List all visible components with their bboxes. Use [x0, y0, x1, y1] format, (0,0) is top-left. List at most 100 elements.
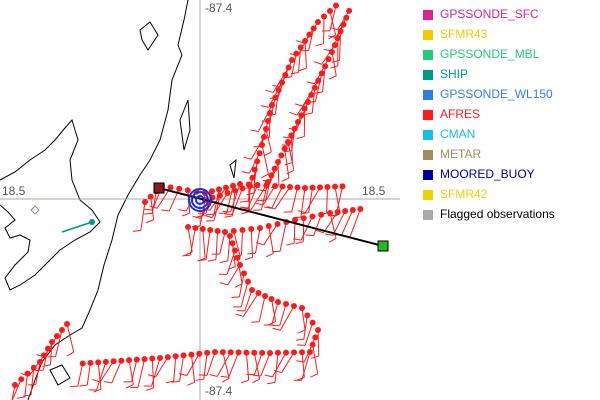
wind-barb	[261, 144, 269, 175]
observation	[349, 207, 356, 213]
barb-flag	[329, 26, 338, 31]
observation	[343, 14, 350, 21]
observation	[309, 341, 316, 348]
observation	[324, 184, 331, 190]
observation	[257, 225, 263, 231]
observation	[237, 181, 243, 187]
barb-flag	[66, 351, 75, 357]
observation	[315, 327, 321, 333]
barb-flag	[257, 189, 266, 192]
barb-flag	[267, 381, 276, 385]
island	[0, 118, 101, 291]
observation	[309, 213, 316, 220]
wind-barb	[303, 315, 308, 340]
wind-barb	[250, 228, 254, 258]
barb-flag	[146, 219, 154, 224]
observation	[142, 199, 148, 205]
observation	[317, 184, 323, 191]
observation	[192, 225, 199, 231]
legend-swatch	[423, 30, 433, 40]
wind-barb	[43, 335, 58, 358]
barb-flag	[306, 81, 315, 85]
wind-barb	[279, 305, 295, 331]
barb-flag	[262, 179, 271, 182]
legend: GPSSONDE_SFC SFMR43 GPSSONDE_MBL SHIP GPSSON…	[423, 7, 555, 221]
barb-flag	[235, 313, 244, 317]
barb-flag	[296, 376, 305, 381]
wind-barb	[329, 10, 337, 36]
observation	[254, 182, 261, 188]
legend-label: METAR	[440, 147, 481, 161]
observation	[339, 183, 346, 190]
wind-barb	[296, 94, 312, 116]
barb-flag	[305, 234, 314, 237]
wind-barb	[227, 235, 231, 262]
barb-flag	[178, 208, 187, 212]
observation	[334, 209, 341, 215]
barb-flag	[243, 207, 251, 211]
wind-barb	[213, 195, 221, 221]
wind-barb	[291, 187, 298, 212]
wind-barb	[253, 352, 263, 375]
barb-flag	[241, 379, 249, 384]
barb-flag	[288, 127, 297, 130]
observation	[275, 299, 281, 305]
wind-barb	[332, 210, 346, 236]
barb-flag	[265, 252, 274, 258]
wind-barb	[331, 51, 337, 76]
observation	[312, 334, 319, 341]
observation	[332, 183, 338, 190]
observation	[79, 360, 86, 367]
barb-flag	[310, 373, 318, 378]
observation	[172, 353, 179, 360]
wind-barb	[173, 356, 177, 382]
wind-barb	[301, 352, 305, 378]
observation	[229, 240, 236, 247]
wind-barb	[203, 352, 208, 380]
observation	[281, 145, 288, 152]
barb-flag	[264, 374, 273, 378]
observation	[207, 227, 214, 233]
barb-flag	[328, 75, 337, 80]
observation	[18, 376, 25, 383]
observation	[278, 152, 285, 159]
wind-barb	[215, 230, 219, 260]
wind-barb	[227, 264, 241, 286]
observation	[274, 221, 281, 227]
lon-label: -87.4	[205, 384, 233, 398]
barb-flag	[315, 229, 324, 234]
barb-flag	[252, 378, 260, 384]
wind-barb	[269, 97, 276, 121]
barb-flag	[243, 156, 252, 160]
observation	[268, 296, 275, 302]
observation	[299, 305, 305, 311]
observation	[87, 359, 94, 366]
wind-barb	[339, 31, 342, 61]
wind-barb	[86, 362, 91, 386]
legend-swatch	[423, 130, 433, 140]
legend-swatch	[423, 210, 433, 220]
barb-flag	[313, 61, 322, 65]
barb-flag	[187, 381, 195, 386]
legend-swatch	[423, 10, 433, 20]
wind-barb	[303, 21, 319, 44]
barb-flag	[297, 329, 306, 334]
observation	[239, 185, 246, 192]
wind-barb	[260, 352, 271, 377]
legend-label: GPSSONDE_WL150	[440, 87, 553, 101]
barb-flag	[209, 374, 218, 377]
observation	[297, 44, 304, 51]
observation	[342, 208, 349, 214]
wind-barb	[209, 187, 227, 211]
barb-flag	[314, 91, 323, 94]
wind-barb	[237, 257, 243, 284]
observation	[232, 247, 238, 254]
barb-flag	[252, 374, 261, 377]
barb-flag	[296, 40, 305, 44]
wind-barb	[205, 229, 211, 260]
observation	[227, 349, 234, 356]
observation	[346, 7, 353, 14]
barb-flag	[103, 381, 112, 384]
observation	[249, 287, 255, 293]
wind-barb	[140, 201, 146, 231]
